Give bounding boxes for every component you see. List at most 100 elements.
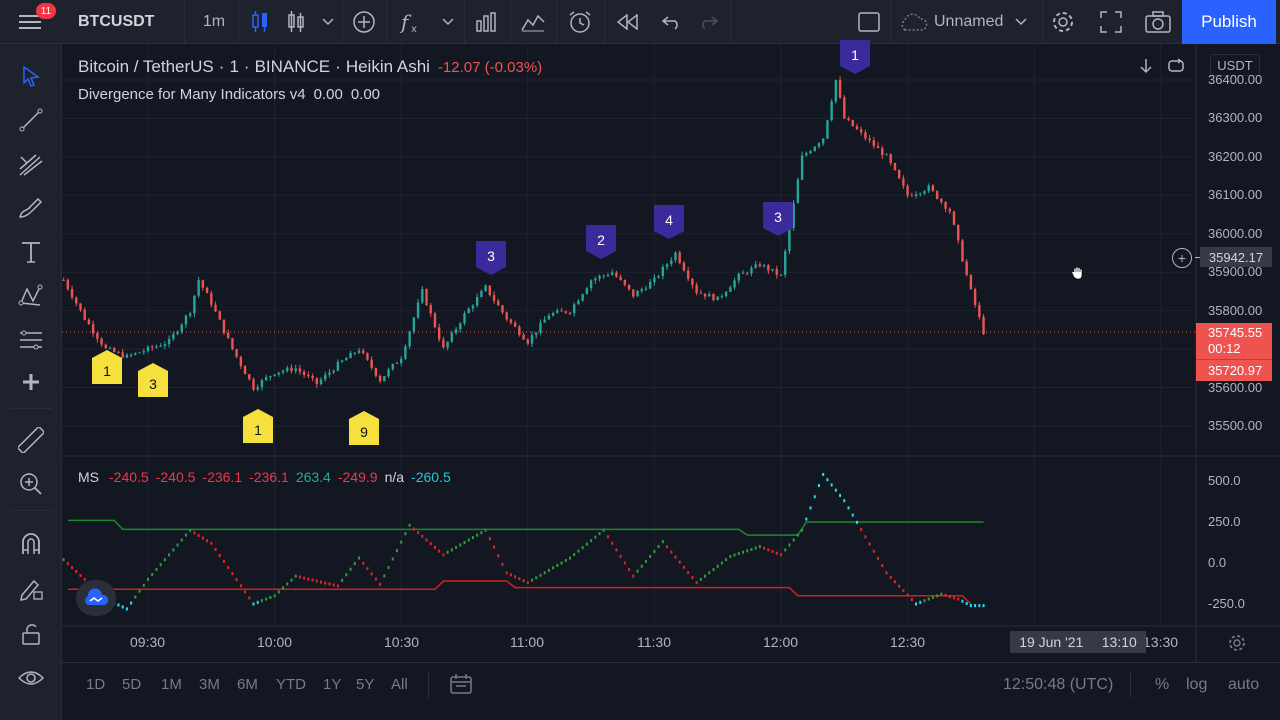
settings-button[interactable]	[1046, 0, 1080, 44]
add-tool[interactable]	[0, 362, 62, 402]
candles-chart-type-button[interactable]	[244, 0, 276, 44]
candle-body	[454, 329, 458, 333]
currency-label[interactable]: USDT	[1210, 54, 1260, 76]
chart-type-dropdown[interactable]	[316, 0, 340, 44]
cursor-tool[interactable]	[0, 56, 62, 96]
candle-body	[189, 313, 192, 316]
reset-chart-button[interactable]	[1164, 54, 1188, 78]
oscillator-dot	[877, 556, 880, 560]
oscillator-dot	[273, 594, 276, 598]
magnet-tool[interactable]	[0, 524, 62, 564]
redo-button[interactable]	[692, 0, 724, 44]
svg-text:x: x	[411, 24, 417, 34]
indicator-legend[interactable]: Divergence for Many Indicators v4 0.00 0…	[78, 84, 380, 104]
oscillator-dot	[315, 579, 318, 583]
oscillator-dot	[400, 540, 403, 544]
oscillator-legend[interactable]: MS -240.5 -240.5 -236.1 -236.1 263.4 -249.9 n/…	[78, 467, 458, 487]
go-to-date-button[interactable]	[448, 672, 474, 696]
oscillator-value: -249.9	[337, 469, 378, 485]
bars-chart-type-button[interactable]	[280, 0, 312, 44]
time-axis-settings-button[interactable]	[1226, 632, 1248, 654]
scroll-to-realtime-button[interactable]	[1134, 54, 1158, 78]
candle-body	[893, 163, 897, 171]
legend-pair[interactable]: Bitcoin / TetherUS	[78, 57, 214, 76]
candle-body	[184, 315, 188, 325]
candle-body	[400, 358, 403, 363]
log-scale-toggle[interactable]: log	[1186, 676, 1208, 693]
candle-body	[653, 277, 656, 282]
range-button-3m[interactable]: 3M	[199, 676, 220, 693]
pattern-tool[interactable]	[0, 276, 62, 316]
oscillator-dot	[843, 499, 846, 503]
range-button-1d[interactable]: 1D	[86, 676, 106, 693]
oscillator-dot	[218, 553, 221, 557]
candle-body	[594, 278, 597, 281]
save-layout-button[interactable]: Unnamed	[898, 0, 1038, 44]
oscillator-dot	[463, 541, 466, 544]
trend-line-tool[interactable]	[0, 100, 62, 140]
menu-button[interactable]	[8, 0, 52, 44]
publish-button[interactable]: Publish	[1182, 0, 1276, 44]
alert-button[interactable]	[562, 0, 598, 44]
interval-button[interactable]: 1m	[202, 13, 226, 30]
candle-body	[497, 300, 500, 306]
oscillator-dot	[514, 575, 517, 579]
fib-tool[interactable]	[0, 144, 62, 184]
candle-body	[792, 203, 795, 229]
crosshair-add-button[interactable]: +	[1172, 248, 1192, 268]
zoom-tool[interactable]	[0, 464, 62, 504]
price-chart[interactable]	[62, 44, 1280, 662]
utc-clock[interactable]: 12:50:48 (UTC)	[1003, 676, 1114, 693]
tradingview-logo[interactable]	[76, 580, 116, 616]
range-button-ytd[interactable]: YTD	[276, 676, 306, 693]
candle-body	[311, 376, 314, 378]
text-tool[interactable]	[0, 232, 62, 272]
oscillator-dot	[712, 568, 715, 572]
oscillator-dot	[628, 568, 631, 572]
candle-body	[775, 269, 778, 275]
undo-button[interactable]	[656, 0, 688, 44]
candle-body	[779, 274, 783, 276]
compare-button[interactable]	[348, 0, 380, 44]
prediction-tool[interactable]	[0, 320, 62, 360]
chart-legend: Bitcoin / TetherUS · 1 · BINANCE · Heiki…	[78, 57, 543, 76]
oscillator-dot	[446, 550, 449, 554]
range-button-all[interactable]: All	[391, 676, 408, 693]
percent-scale-toggle[interactable]: %	[1155, 676, 1170, 693]
candle-body	[935, 190, 939, 199]
range-button-5y[interactable]: 5Y	[356, 676, 375, 693]
oscillator-values: -240.5 -240.5 -236.1 -236.1 263.4 -249.9 n/a -2…	[109, 469, 458, 485]
range-button-1m[interactable]: 1M	[161, 676, 182, 693]
symbol-search-button[interactable]: BTCUSDT	[78, 13, 155, 30]
oscillator-dot	[450, 548, 453, 552]
candle-body	[927, 185, 930, 192]
replay-button[interactable]	[612, 0, 644, 44]
range-button-5d[interactable]: 5D	[122, 676, 142, 693]
range-button-1y[interactable]: 1Y	[323, 676, 342, 693]
lock-drawings-tool[interactable]	[0, 614, 62, 654]
oscillator-dot	[716, 564, 719, 568]
oscillator-dot	[336, 584, 339, 588]
hide-drawings-tool[interactable]	[0, 658, 62, 698]
candle-body	[526, 339, 529, 344]
candle-body	[530, 335, 534, 344]
candle-body	[226, 332, 230, 339]
templates-button[interactable]	[516, 0, 550, 44]
candle-body	[699, 292, 703, 294]
auto-scale-toggle[interactable]: auto	[1228, 676, 1260, 693]
financials-button[interactable]	[470, 0, 502, 44]
stay-in-drawing-mode-tool[interactable]	[0, 568, 62, 608]
fullscreen-layout-button[interactable]	[852, 0, 886, 44]
candle-body	[906, 185, 909, 196]
measure-tool[interactable]	[0, 420, 62, 460]
range-button-6m[interactable]: 6M	[237, 676, 258, 693]
fullscreen-button[interactable]	[1094, 0, 1128, 44]
sliders-icon	[20, 330, 42, 350]
snapshot-button[interactable]	[1140, 0, 1176, 44]
brush-tool[interactable]	[0, 188, 62, 228]
candle-body	[973, 289, 977, 305]
indicators-dropdown[interactable]	[436, 0, 460, 44]
candle-body	[319, 379, 323, 385]
oscillator-dot	[898, 584, 901, 588]
